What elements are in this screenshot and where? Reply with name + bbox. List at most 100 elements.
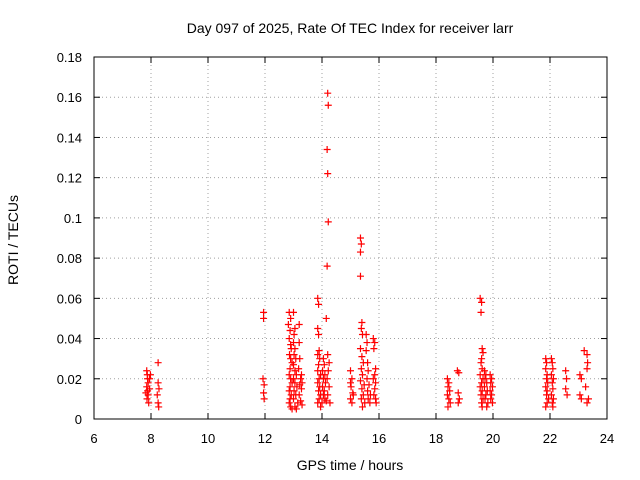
data-point [323, 262, 331, 270]
data-point [284, 320, 292, 328]
data-point [370, 345, 378, 353]
x-tick-label: 12 [258, 431, 272, 446]
data-point [144, 379, 152, 387]
data-point [324, 391, 332, 399]
data-point [371, 385, 379, 393]
data-point [369, 335, 377, 343]
data-point [286, 365, 294, 373]
data-point [455, 369, 463, 377]
data-point [260, 308, 268, 316]
data-point [357, 395, 365, 403]
data-point [480, 383, 488, 391]
data-point [347, 395, 354, 403]
data-point [356, 345, 364, 353]
data-point [547, 391, 555, 399]
data-point [356, 234, 364, 242]
data-point [297, 371, 305, 379]
y-tick-label: 0.14 [57, 130, 82, 145]
data-point [314, 294, 322, 302]
x-tick-label: 8 [147, 431, 154, 446]
data-point [577, 395, 585, 403]
data-point [563, 375, 571, 383]
data-point [584, 395, 592, 403]
data-point [548, 359, 556, 367]
data-point [454, 399, 462, 407]
y-tick-label: 0.06 [57, 291, 82, 306]
x-tick-label: 24 [600, 431, 614, 446]
data-point [371, 371, 379, 379]
data-point [478, 298, 486, 306]
data-point [357, 365, 365, 373]
data-point [285, 371, 293, 379]
data-point [580, 347, 588, 355]
data-point [446, 399, 454, 407]
data-point [143, 395, 151, 403]
data-point [357, 240, 365, 248]
data-point [487, 379, 495, 387]
data-point [286, 383, 294, 391]
data-point [291, 345, 299, 353]
data-point [291, 325, 299, 332]
x-tick-label: 6 [90, 431, 97, 446]
data-point [445, 395, 453, 403]
data-point [549, 365, 557, 373]
data-point [562, 385, 570, 393]
data-point [358, 385, 366, 393]
data-point [290, 387, 298, 395]
data-point [314, 351, 322, 359]
data-point [363, 339, 371, 347]
data-point [486, 387, 494, 395]
data-point [315, 300, 323, 308]
data-point [364, 387, 372, 395]
data-point [443, 391, 451, 399]
data-point [547, 355, 555, 363]
data-point [290, 351, 298, 359]
data-point [295, 339, 303, 347]
data-point [486, 371, 494, 379]
data-point [582, 383, 590, 391]
data-point [356, 377, 364, 385]
data-point [372, 399, 380, 407]
data-point [322, 397, 330, 405]
data-point [359, 391, 367, 399]
data-point [323, 146, 331, 154]
data-point [260, 314, 268, 322]
data-point [543, 375, 551, 383]
x-axis-label: GPS time / hours [297, 457, 404, 473]
data-point [296, 355, 304, 363]
data-point [358, 371, 366, 379]
data-point [362, 331, 370, 339]
data-point [322, 314, 330, 322]
data-point [298, 401, 306, 409]
data-point [286, 327, 294, 335]
data-point [488, 375, 496, 383]
data-point [295, 320, 303, 328]
y-tick-label: 0.02 [57, 372, 82, 387]
data-point [315, 331, 323, 339]
data-point [369, 375, 377, 383]
data-point [324, 170, 332, 178]
y-tick-label: 0.04 [57, 332, 82, 347]
data-point [324, 367, 332, 375]
data-point [443, 375, 451, 383]
data-point [476, 294, 484, 302]
data-point [295, 365, 303, 373]
x-tick-label: 14 [315, 431, 329, 446]
data-point [358, 353, 366, 361]
data-point [542, 403, 550, 411]
data-point [549, 395, 557, 403]
data-point [292, 405, 300, 413]
data-point [478, 345, 486, 353]
data-point [363, 375, 371, 383]
data-point [325, 359, 333, 367]
data-point [155, 385, 163, 393]
data-point [445, 379, 453, 387]
data-point [142, 389, 150, 397]
data-point [260, 381, 268, 389]
data-point [365, 381, 373, 389]
plot-frame [93, 56, 608, 420]
data-point [154, 359, 162, 367]
data-point [290, 395, 297, 403]
data-point [323, 375, 331, 383]
